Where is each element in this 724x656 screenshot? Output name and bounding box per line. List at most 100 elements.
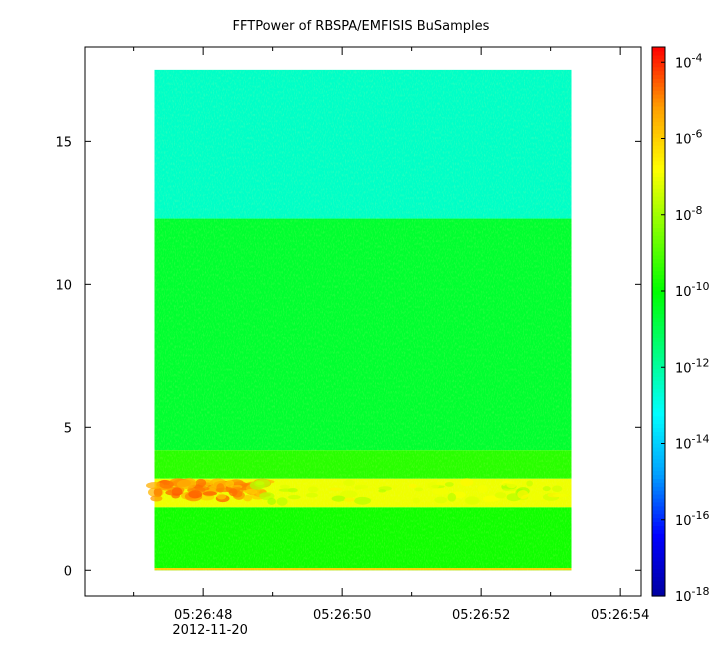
- colorbar-segment: [652, 564, 665, 570]
- colorbar-segment: [652, 282, 665, 287]
- colorbar-segment: [652, 482, 665, 487]
- colorbar-segment: [652, 227, 665, 232]
- colorbar-segment: [652, 160, 665, 166]
- colorbar-segment: [652, 50, 665, 56]
- heatmap-emission-spot: [343, 497, 355, 502]
- colorbar-segment: [652, 82, 665, 87]
- colorbar-tick-label: 10-14: [675, 433, 710, 453]
- colorbar-segment: [652, 431, 665, 436]
- heatmap-emission-spot: [216, 493, 227, 500]
- colorbar-segment: [652, 580, 665, 585]
- colorbar-segment: [652, 215, 665, 221]
- heatmap-emission-spot: [145, 482, 165, 490]
- heatmap-emission-spot: [465, 496, 479, 505]
- colorbar-segment: [652, 552, 665, 558]
- colorbar-segment: [652, 372, 665, 377]
- colorbar-segment: [652, 125, 665, 130]
- colorbar-segment: [652, 121, 665, 127]
- colorbar-segment: [652, 180, 665, 185]
- colorbar-segment: [652, 462, 665, 468]
- colorbar-segment: [652, 141, 665, 146]
- colorbar-segment: [652, 219, 665, 225]
- colorbar-segment: [652, 494, 665, 499]
- colorbar-segment: [652, 474, 665, 479]
- colorbar-segment: [652, 419, 665, 425]
- colorbar-segment: [652, 243, 665, 248]
- heatmap-emission-spot: [354, 484, 369, 489]
- colorbar-segment: [652, 423, 665, 428]
- colorbar-segment: [652, 270, 665, 276]
- colorbar-segment: [652, 517, 665, 523]
- colorbar-segment: [652, 168, 665, 174]
- heatmap-emission-spot: [278, 488, 295, 492]
- heatmap-emission-spot: [228, 488, 238, 497]
- colorbar-segment: [652, 192, 665, 197]
- colorbar-segment: [652, 117, 665, 123]
- colorbar-segment: [652, 231, 665, 236]
- colorbar-segment: [652, 235, 665, 240]
- colorbar-segment: [652, 301, 665, 307]
- colorbar-segment: [652, 137, 665, 142]
- heatmap-emission-spot: [434, 496, 448, 504]
- x-tick-label: 05:26:52: [452, 608, 510, 623]
- x-axis: 05:26:48 05:26:50 05:26:52 05:26:54 2012-11-…: [133, 47, 649, 638]
- heatmap-emission-spot: [531, 493, 542, 502]
- colorbar-tick-label: 10-6: [675, 128, 703, 148]
- heatmap-emission-spot: [329, 487, 342, 491]
- colorbar-segment: [652, 403, 665, 409]
- colorbar-segment: [652, 572, 665, 577]
- colorbar-segment: [652, 101, 665, 107]
- heatmap-emission-spot: [526, 480, 533, 487]
- colorbar: 10-4 10-6 10-8 10-10 10-12 10-14 10-16 10-18: [651, 46, 710, 605]
- heatmap-emission-spot: [287, 494, 301, 500]
- colorbar-segment: [652, 380, 665, 385]
- colorbar-segment: [652, 266, 665, 272]
- heatmap-emission-spot: [414, 487, 424, 492]
- colorbar-segment: [652, 66, 665, 72]
- colorbar-segment: [652, 47, 665, 52]
- colorbar-segment: [652, 156, 665, 162]
- heatmap-emission-spot: [150, 495, 163, 502]
- x-tick-label: 05:26:54: [591, 608, 649, 623]
- colorbar-segment: [652, 223, 665, 228]
- colorbar-segment: [652, 439, 665, 444]
- colorbar-segment: [652, 145, 665, 150]
- colorbar-segment: [652, 490, 665, 495]
- colorbar-segment: [652, 317, 665, 323]
- heatmap-emission-spot: [279, 484, 290, 489]
- colorbar-segment: [652, 309, 665, 315]
- colorbar-segment: [652, 97, 665, 103]
- colorbar-segment: [652, 286, 665, 291]
- colorbar-segment: [652, 109, 665, 115]
- heatmap-emission-spot: [194, 486, 210, 491]
- heatmap-emission-spot: [225, 479, 235, 488]
- y-tick-label: 15: [55, 135, 72, 150]
- colorbar-segment: [652, 337, 665, 342]
- colorbar-segment: [652, 525, 665, 530]
- colorbar-segment: [652, 533, 665, 538]
- colorbar-segment: [652, 368, 665, 374]
- colorbar-segment: [652, 411, 665, 417]
- heatmap-emission-spot: [378, 489, 387, 493]
- heatmap-emission-spot: [176, 479, 197, 490]
- colorbar-segment: [652, 443, 665, 448]
- y-tick-label: 10: [55, 278, 72, 293]
- heatmap-emission-spot: [552, 493, 569, 498]
- heatmap-emission-spot: [447, 492, 457, 502]
- colorbar-segment: [652, 450, 665, 456]
- colorbar-segment: [652, 78, 665, 83]
- chart-title: FFTPower of RBSPA/EMFISIS BuSamples: [233, 19, 490, 34]
- colorbar-segment: [652, 592, 665, 597]
- colorbar-segment: [652, 360, 665, 366]
- plot-area: 0 5 10 15 05:26:48 05:26:50 05:26:52 05:26:54 2…: [55, 46, 649, 638]
- colorbar-segment: [652, 313, 665, 319]
- colorbar-segment: [652, 545, 665, 550]
- colorbar-segment: [652, 513, 665, 519]
- colorbar-segment: [652, 321, 665, 327]
- colorbar-segment: [652, 133, 665, 138]
- colorbar-segment: [652, 54, 665, 60]
- heatmap-emission-spot: [506, 480, 517, 489]
- heatmap-emission-spot: [331, 495, 346, 502]
- colorbar-segment: [652, 497, 665, 503]
- heatmap-emission-spot: [444, 482, 454, 487]
